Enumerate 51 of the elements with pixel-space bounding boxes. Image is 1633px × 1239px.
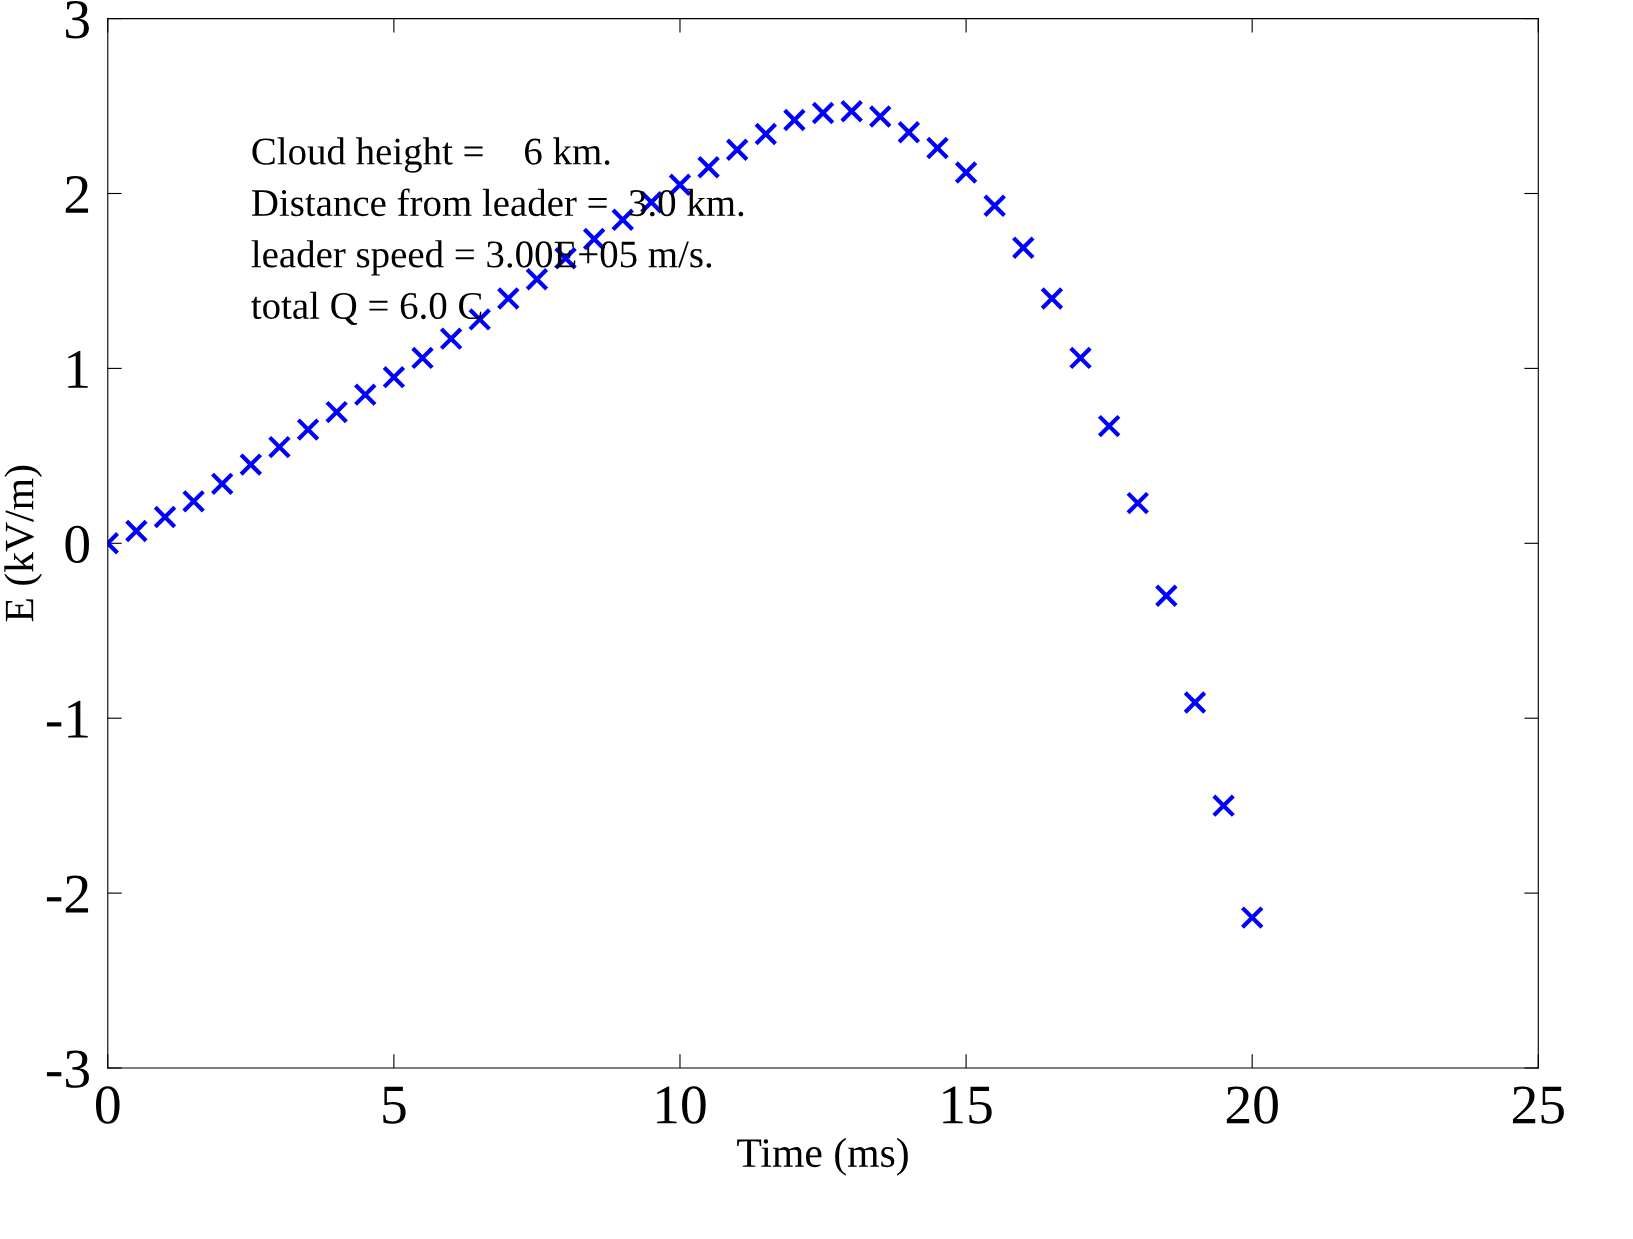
point [868,104,893,129]
y-tick-label: 1 [68,351,88,388]
x-tick-label: 5 [383,1086,406,1124]
point [811,101,835,125]
x-tick-label: 0 [96,1086,120,1124]
point [496,286,521,311]
point [210,472,235,496]
x-tick-label: 10 [657,1086,706,1124]
point [439,326,463,351]
point [1011,235,1036,260]
point [1240,905,1264,930]
point [954,160,978,185]
y-tick-label: 3 [65,1,89,39]
point [1097,414,1121,438]
point [239,452,263,477]
point [410,346,435,370]
point [525,267,549,292]
point [839,99,864,124]
point [1154,583,1179,608]
point [353,382,378,407]
x-tick-label: 20 [1226,1086,1278,1124]
point [1068,346,1093,370]
y-tick-label: 0 [65,525,89,564]
point [925,136,950,160]
point [1040,286,1064,311]
point [696,155,721,180]
annotation: total Q = 6.0 C [251,291,482,325]
y-tick-label: -2 [46,875,89,913]
y-tick-label: -3 [46,1050,89,1088]
point [1125,491,1150,515]
point [382,365,406,389]
point [897,120,921,145]
point [725,137,750,162]
point [1183,690,1207,715]
y-tick-label: -1 [46,700,88,738]
y-axis-title: E (kV/m) [4,465,43,622]
point [181,489,206,514]
point [982,193,1007,218]
x-tick-label: 15 [943,1086,992,1124]
point [324,400,349,424]
point [153,505,177,529]
annotation: Cloud height = 6 km. [252,137,610,173]
point [124,519,149,543]
point [267,435,292,459]
y-tick-label: 2 [65,175,89,213]
x-tick-label: 25 [1512,1086,1564,1124]
x-axis-title: Time (ms) [737,1137,908,1176]
point [754,122,778,146]
point [296,417,320,442]
point [782,108,807,132]
point [1211,793,1236,818]
